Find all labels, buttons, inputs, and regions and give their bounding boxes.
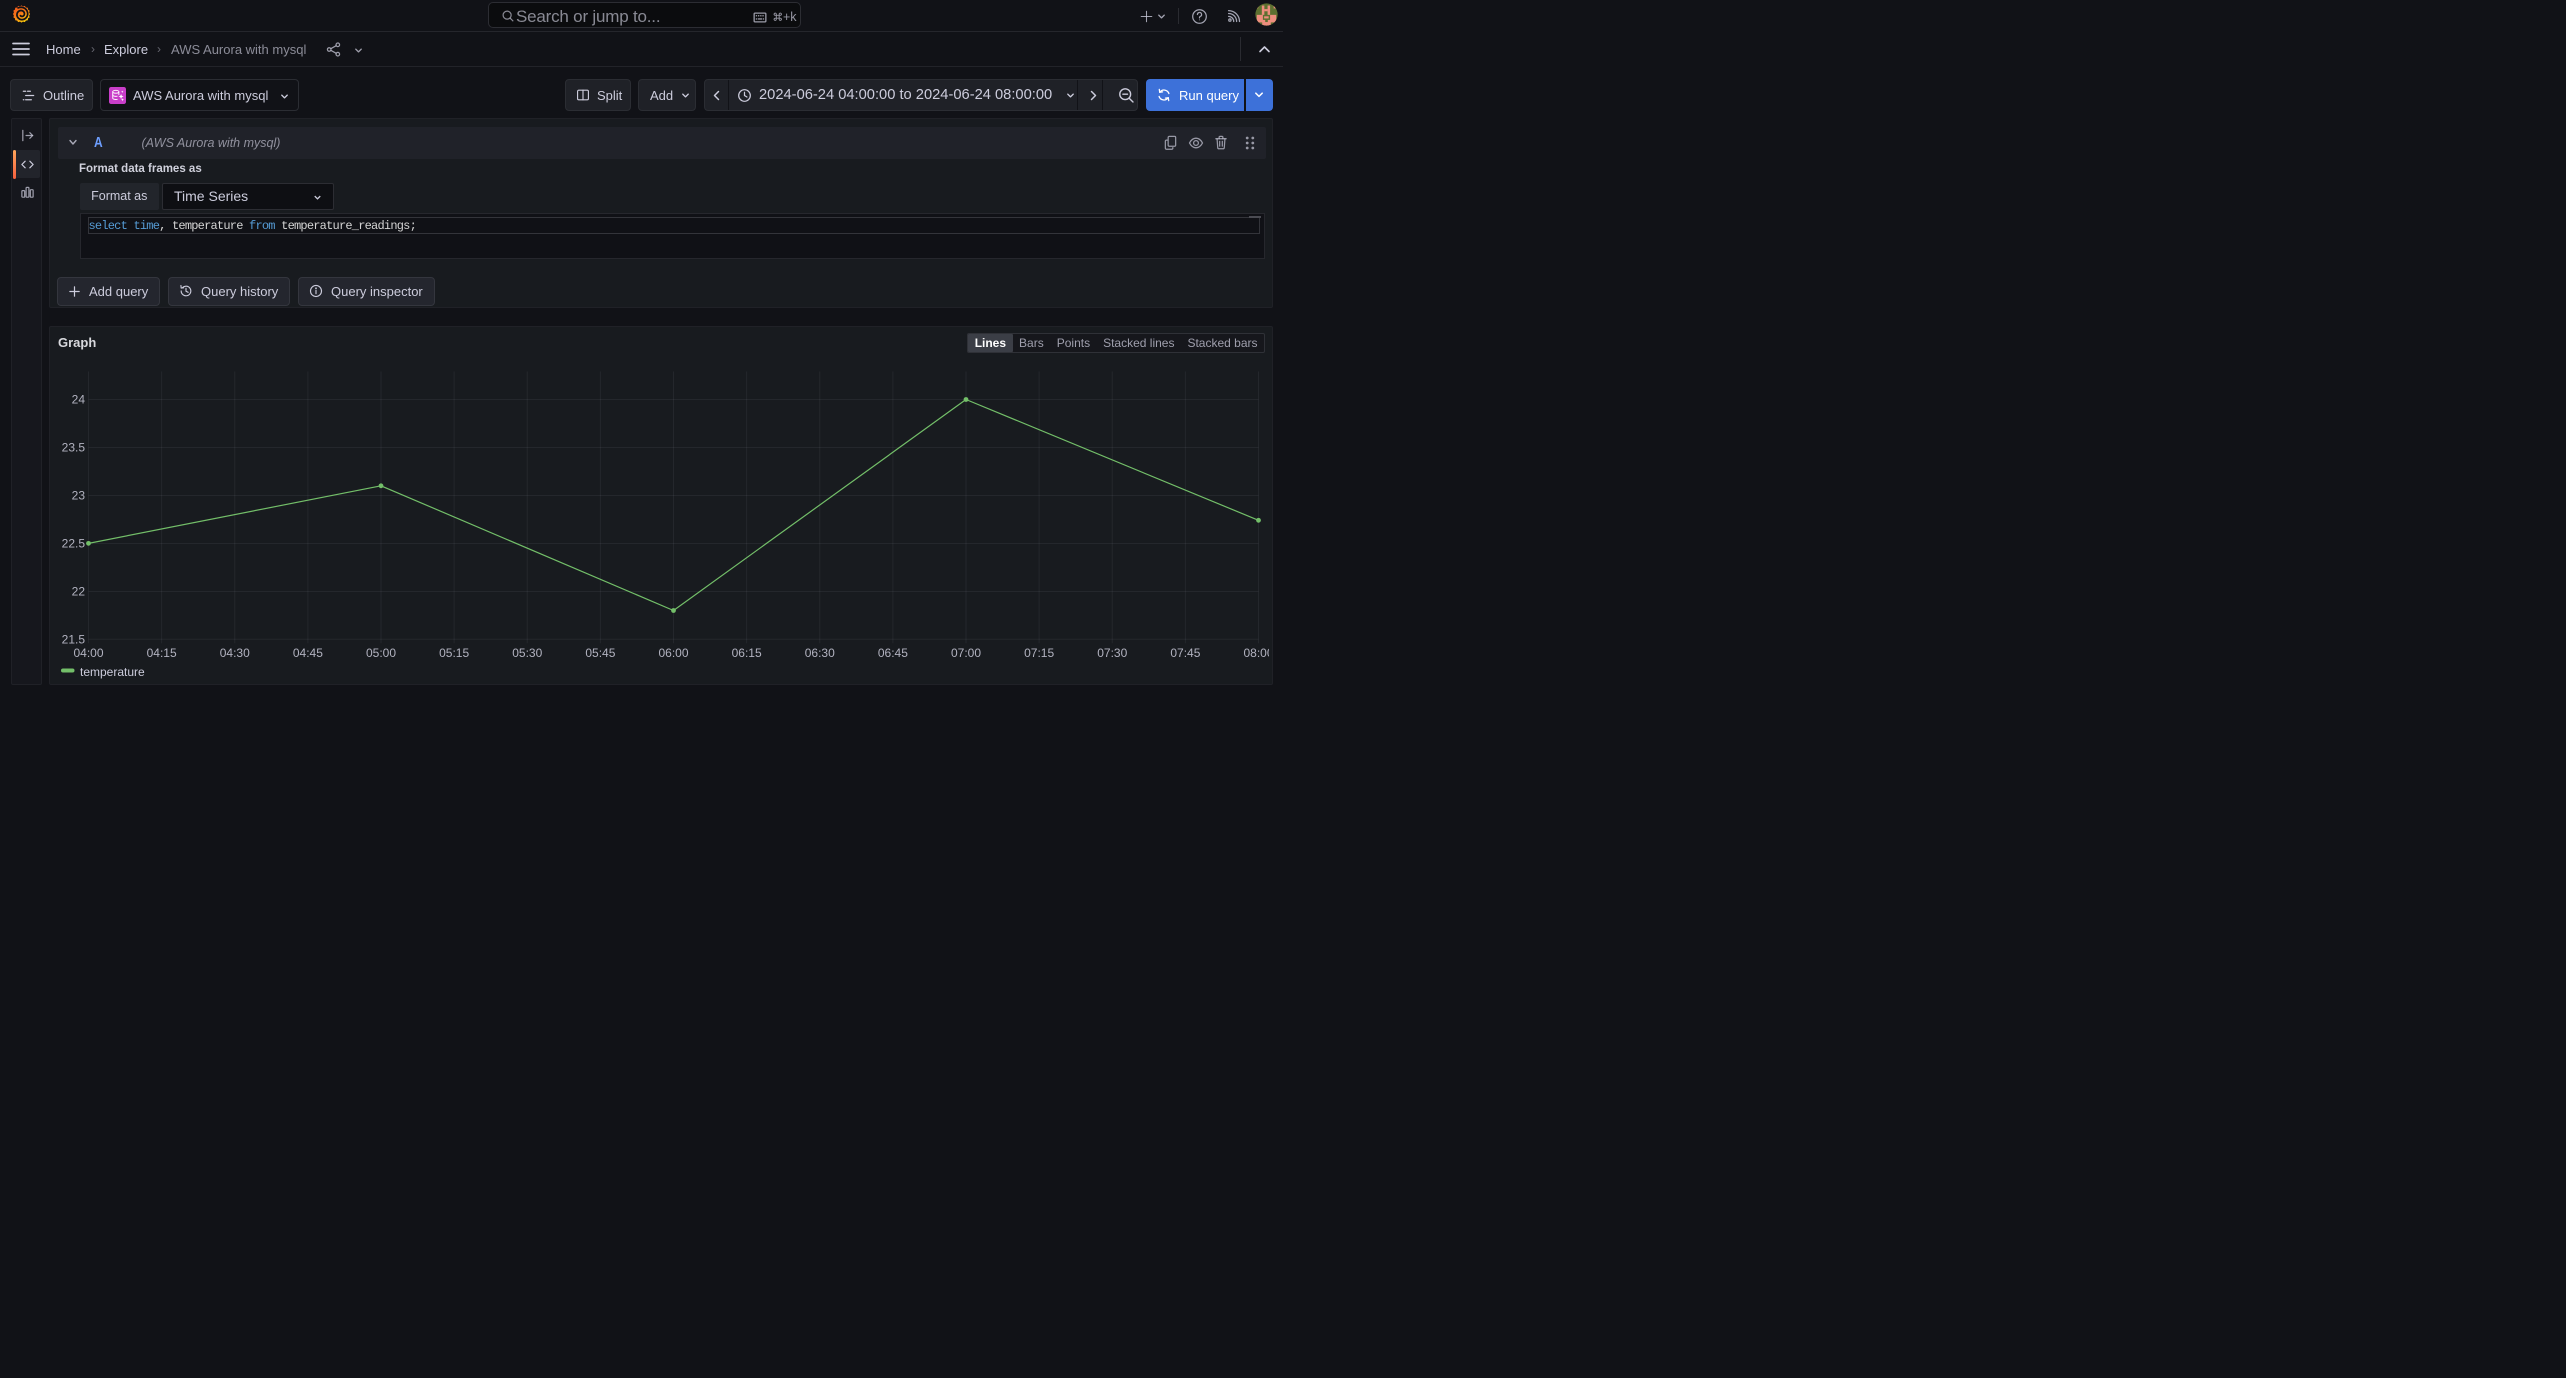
svg-text:04:00: 04:00 [73, 646, 103, 660]
svg-text:23: 23 [72, 489, 86, 503]
svg-text:07:45: 07:45 [1170, 646, 1200, 660]
svg-text:04:45: 04:45 [293, 646, 323, 660]
svg-text:05:30: 05:30 [512, 646, 542, 660]
svg-text:21.5: 21.5 [62, 632, 86, 646]
svg-text:05:45: 05:45 [585, 646, 615, 660]
svg-text:06:15: 06:15 [732, 646, 762, 660]
svg-text:07:15: 07:15 [1024, 646, 1054, 660]
svg-text:04:15: 04:15 [147, 646, 177, 660]
svg-text:08:00: 08:00 [1243, 646, 1269, 660]
svg-text:07:00: 07:00 [951, 646, 981, 660]
svg-text:06:30: 06:30 [805, 646, 835, 660]
svg-text:22.5: 22.5 [62, 537, 86, 551]
svg-text:06:45: 06:45 [878, 646, 908, 660]
svg-text:06:00: 06:00 [658, 646, 688, 660]
svg-text:22: 22 [72, 585, 86, 599]
svg-text:07:30: 07:30 [1097, 646, 1127, 660]
svg-text:24: 24 [72, 393, 86, 407]
svg-text:23.5: 23.5 [62, 441, 86, 455]
svg-text:04:30: 04:30 [220, 646, 250, 660]
svg-text:05:15: 05:15 [439, 646, 469, 660]
svg-text:05:00: 05:00 [366, 646, 396, 660]
svg-text:temperature: temperature [80, 665, 145, 679]
